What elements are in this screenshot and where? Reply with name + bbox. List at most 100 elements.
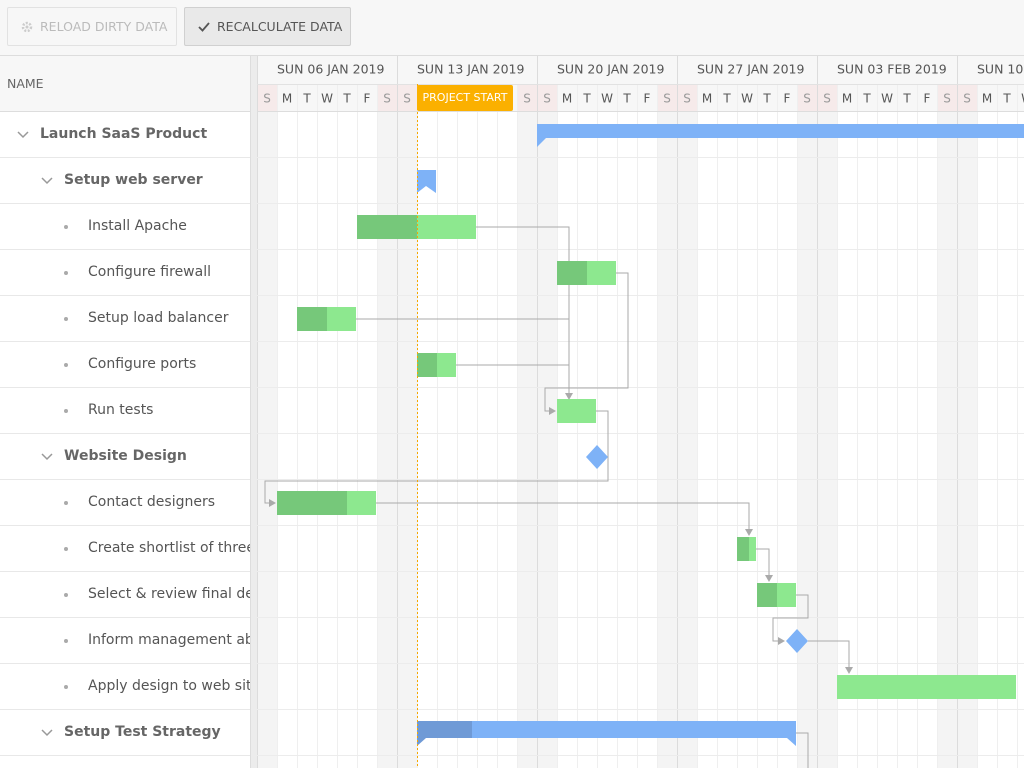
day-initial: S [523,92,531,106]
dependency [808,640,853,674]
recalculate-button[interactable]: RECALCULATE DATA [184,7,351,46]
weekend-column [377,112,397,768]
day-initial: F [924,92,931,106]
button-label: RELOAD DIRTY DATA [40,19,168,34]
weekend-header-cell [377,84,397,112]
day-initial: T [1002,92,1011,106]
leaf-bullet [64,547,68,551]
task-name: Configure ports [88,356,197,372]
weekend-header-cell [957,84,977,112]
task-progress [557,261,587,285]
parent-progress [417,721,472,738]
tree-row[interactable]: Setup Test Strategy [0,710,250,756]
weekend-header-cell [397,84,417,112]
tree-row[interactable]: Apply design to web site [0,664,250,710]
day-initial: S [943,92,951,106]
tree-row[interactable]: Inform management about decision [0,618,250,664]
day-initial: T [902,92,911,106]
column-header: NAME [0,56,250,112]
tree-row[interactable]: Setup load balancer [0,296,250,342]
milestone[interactable] [586,445,608,469]
tree-row[interactable]: Select & review final design [0,572,250,618]
tree-row[interactable]: Website Design [0,434,250,480]
task-progress [737,537,749,561]
leaf-bullet [64,225,68,229]
week-label: SUN 06 JAN 2019 [277,62,384,77]
week-label: SUN 20 JAN 2019 [557,62,664,77]
tree-row[interactable]: Run tests [0,388,250,434]
task-name: Create shortlist of three designers [88,540,250,556]
expand-chevron[interactable] [41,451,53,463]
tree-row[interactable]: Configure ports [0,342,250,388]
day-initial: F [644,92,651,106]
task-bar[interactable] [557,399,596,423]
splitter[interactable] [250,56,257,768]
day-initial: S [683,92,691,106]
task-name: Contact designers [88,494,216,510]
bar-notch [537,138,546,147]
day-initial: S [403,92,411,106]
bar-notch [417,738,426,746]
task-name: Apply design to web site [88,678,250,694]
tree-row[interactable]: Install Apache [0,204,250,250]
expand-chevron[interactable] [41,175,53,187]
weekend-column [817,112,837,768]
day-initial: T [302,92,311,106]
task-name: Setup load balancer [88,310,229,326]
tree-row[interactable]: Configure firewall [0,250,250,296]
parent-bar[interactable] [417,721,796,738]
week-label: SUN 10 [977,62,1023,77]
toolbar: RELOAD DIRTY DATA RECALCULATE DATA [0,0,1024,56]
task-name: Setup web server [64,172,203,188]
weekend-header-cell [517,84,537,112]
expand-chevron[interactable] [41,727,53,739]
weekend-header-cell [937,84,957,112]
day-initial: M [982,92,992,106]
tree-row[interactable]: Contact designers [0,480,250,526]
tree-row[interactable]: Create shortlist of three designers [0,526,250,572]
day-initial: T [862,92,871,106]
day-initial: W [321,92,333,106]
weekend-column [397,112,417,768]
button-label: RECALCULATE DATA [217,19,343,34]
weekend-column [657,112,677,768]
parent-bar[interactable] [417,170,436,193]
leaf-bullet [64,639,68,643]
task-bars [277,124,1024,746]
tree-row[interactable]: Setup web server [0,158,250,204]
weekend-header-cell [537,84,557,112]
weekend-header-cell [797,84,817,112]
dependency [264,410,609,507]
day-initial: F [784,92,791,106]
tree-row[interactable]: Launch SaaS Product [0,112,250,158]
day-initial: W [741,92,753,106]
rows: Launch SaaS Product Setup web server Insta… [0,112,250,756]
task-bar[interactable] [837,675,1016,699]
reload-button[interactable]: RELOAD DIRTY DATA [7,7,177,46]
timeline-grid: SMTWTFSSMTWTFSSMTWTFSSMTWTFSSMTWTFSSMTWS… [257,56,1024,768]
day-initial: S [263,92,271,106]
task-progress [757,583,777,607]
weekend-column [957,112,977,768]
gear-icon [21,21,33,32]
dependency [544,272,629,415]
day-initial: T [762,92,771,106]
day-initial: T [342,92,351,106]
parent-bar[interactable] [537,124,1024,138]
expand-chevron[interactable] [17,129,29,141]
task-name: Launch SaaS Product [40,126,208,142]
milestone[interactable] [786,629,808,653]
day-initial: W [1021,92,1024,106]
day-initial: M [562,92,572,106]
leaf-bullet [64,271,68,275]
name-panel: NAME Launch SaaS Product Setup web server… [0,56,250,768]
weekend-header-cell [257,84,277,112]
task-name: Setup Test Strategy [64,724,221,740]
weekend-column [677,112,697,768]
task-name: Inform management about decision [88,632,250,648]
dependency [376,502,753,536]
dependency [796,732,809,768]
day-initial: T [622,92,631,106]
weekend-column [797,112,817,768]
task-progress [417,353,437,377]
